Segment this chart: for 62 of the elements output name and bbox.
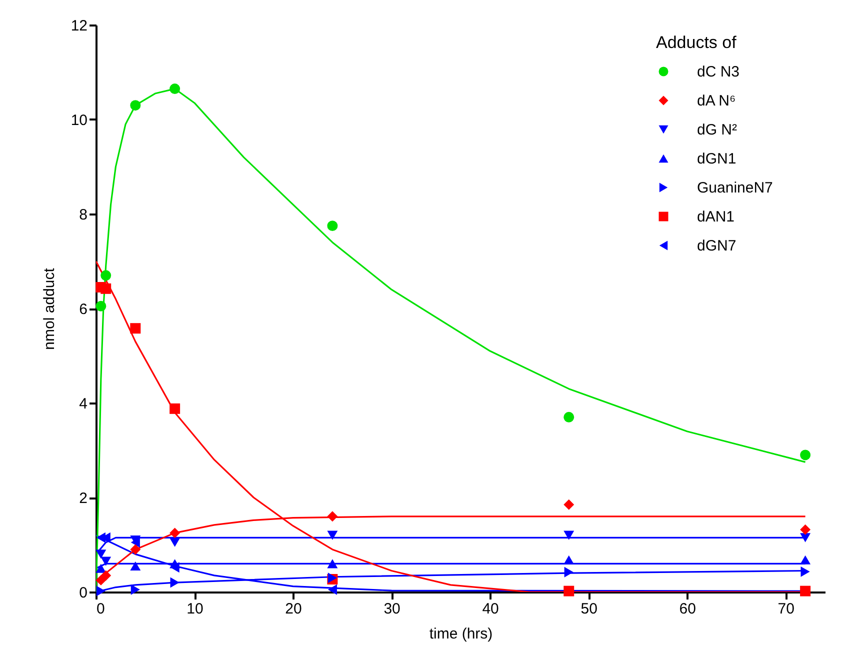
point [100,283,112,294]
point [170,577,180,588]
y-tick-label: 0 [79,584,88,602]
point [564,530,574,540]
point [170,84,180,94]
point [564,499,574,510]
x-tick-label: 10 [186,600,204,618]
legend-label: dC N3 [697,64,740,80]
x-tick-label: 30 [384,600,400,618]
legend-label: dG N² [697,122,738,138]
x-tick-label: 20 [285,600,302,618]
x-tick-label: 0 [96,600,105,618]
y-tick-label: 8 [79,206,88,224]
y-tick-label: 4 [79,396,88,412]
point [130,323,141,334]
point [100,570,112,581]
point [96,550,106,559]
point [130,100,141,111]
point [327,559,338,568]
x-tick-label: 70 [778,600,794,618]
point [327,511,338,522]
point [564,412,574,422]
legend-label: dAN1 [697,208,735,226]
point [564,566,574,578]
point [130,544,141,555]
point [564,555,574,564]
y-tick-label: 6 [79,301,88,318]
point [96,586,106,596]
point [800,555,811,564]
point [327,530,338,540]
point [96,300,106,312]
point [100,556,112,566]
legend-label: dGN1 [697,150,736,168]
y-tick-label: 2 [79,490,88,507]
point [327,220,338,232]
point [170,538,180,547]
point [800,450,811,460]
point [130,584,140,595]
point [564,586,574,596]
point [170,559,180,568]
point [170,403,180,414]
point [800,533,811,542]
point [800,586,811,596]
x-tick-label: 60 [679,600,696,618]
y-tick-label: 12 [70,18,88,34]
legend-label: GuanineN7 [697,180,773,196]
legend-label: dA N⁶ [697,92,736,110]
legend-title: Adducts of [656,33,737,52]
x-tick-label: 40 [482,600,499,618]
point [130,561,141,571]
point [96,574,106,586]
x-tick-label: 50 [580,600,598,618]
y-axis-title: nmol adduct [40,267,58,350]
x-axis-title: time (hrs) [429,626,493,642]
point [96,564,106,573]
y-tick-label: 10 [70,112,88,129]
legend-label: dGN7 [697,238,736,254]
point [170,528,180,538]
point [328,584,337,595]
point [100,270,112,281]
point [800,524,811,535]
point [800,566,810,577]
